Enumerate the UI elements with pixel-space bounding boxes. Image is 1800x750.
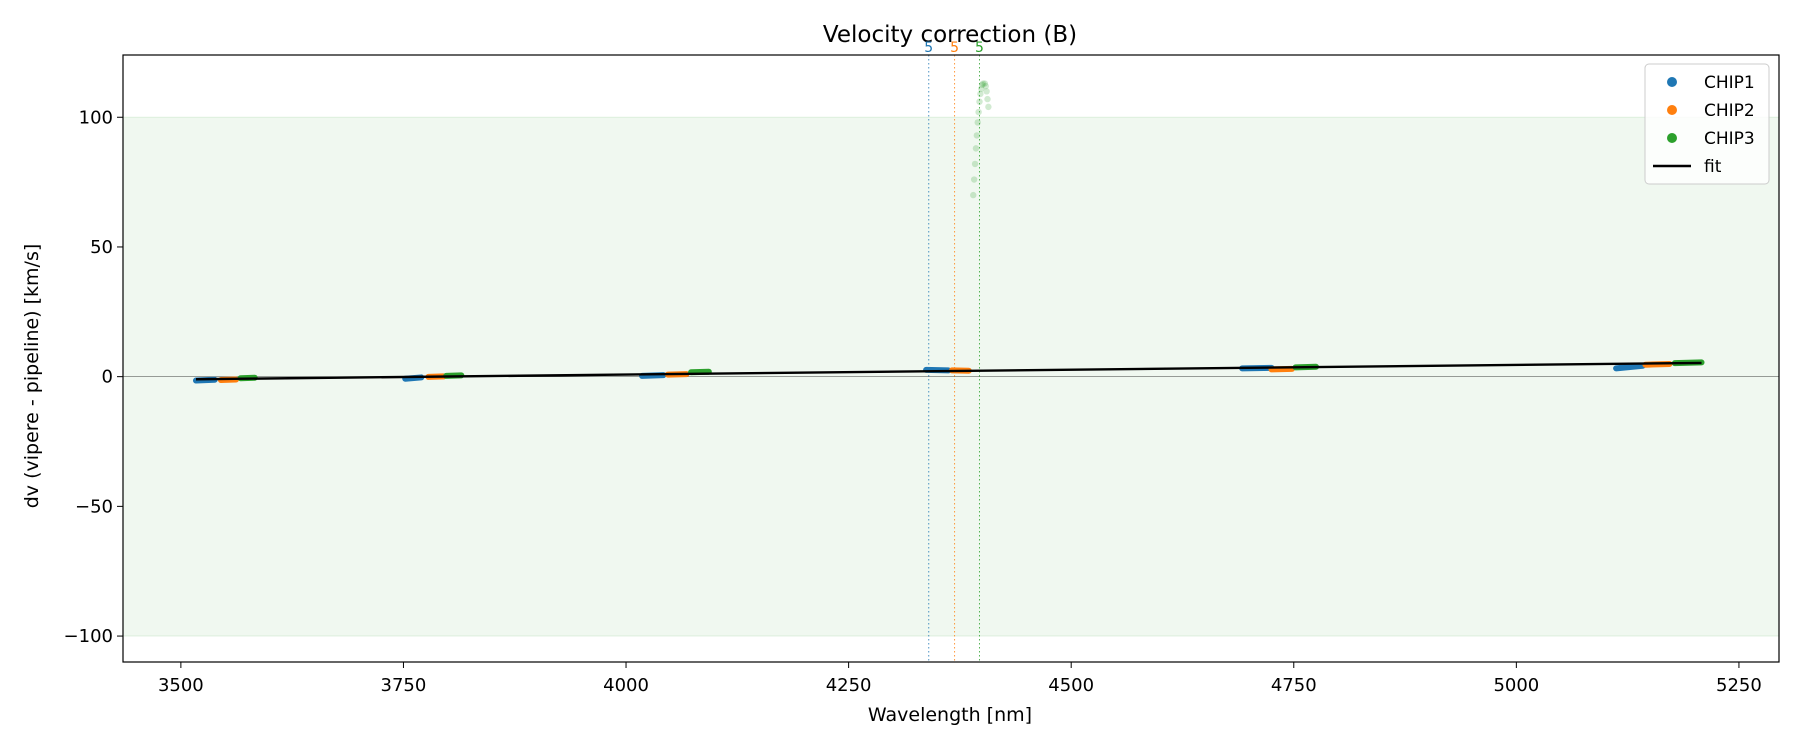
outlier-point-14 <box>982 82 989 90</box>
legend-label-chip2: CHIP2 <box>1704 101 1755 121</box>
x-tick-label-5000: 5000 <box>1493 675 1539 696</box>
outlier-point-10 <box>978 85 985 92</box>
legend-marker-chip3 <box>1667 133 1677 143</box>
fit-line <box>195 361 1702 381</box>
legend-label-fit: fit <box>1704 157 1722 177</box>
legend-marker-chip2 <box>1667 105 1677 115</box>
vertical-marker-label-1: 5 <box>924 40 933 56</box>
outlier-point-13 <box>981 80 989 87</box>
y-tick-label-0: 0 <box>102 367 113 388</box>
vertical-marker-label-2: 5 <box>950 40 959 56</box>
legend-box <box>1644 63 1770 185</box>
x-tick-label-3750: 3750 <box>381 675 427 696</box>
outlier-point-4 <box>972 145 980 152</box>
y-tick-label--50: −50 <box>75 496 113 517</box>
x-tick-label-4000: 4000 <box>603 675 649 696</box>
x-axis-label: Wavelength [nm] <box>868 704 1032 726</box>
outlier-point-8 <box>976 98 983 105</box>
legend-marker-chip1 <box>1667 77 1677 87</box>
y-tick-label-50: 50 <box>90 237 113 258</box>
plot-frame <box>122 54 1780 663</box>
outlier-point-9 <box>977 90 984 98</box>
outlier-point-7 <box>975 108 982 116</box>
legend: CHIP1 CHIP2 CHIP3 fit <box>1644 63 1770 185</box>
y-tick-label--100: −100 <box>64 626 113 647</box>
legend-label-chip3: CHIP3 <box>1704 129 1755 149</box>
chip1-cluster-6 <box>1613 362 1646 372</box>
outlier-point-17 <box>985 103 992 111</box>
y-axis-label: dv (vipere - pipeline) [km/s] <box>21 244 43 509</box>
outlier-point-2 <box>970 176 978 183</box>
outlier-point-5 <box>973 132 981 139</box>
x-tick-label-4500: 4500 <box>1048 675 1094 696</box>
chip3-cluster-3 <box>688 368 712 376</box>
outlier-point-15 <box>983 88 990 95</box>
x-tick-label-4250: 4250 <box>826 675 872 696</box>
x-tick-label-4750: 4750 <box>1271 675 1317 696</box>
chip2-cluster-5 <box>1268 365 1295 373</box>
x-tick-label-5250: 5250 <box>1716 675 1762 696</box>
vertical-marker-label-3: 5 <box>975 40 984 56</box>
chart-title: Velocity correction (B) <box>823 22 1077 48</box>
outlier-point-16 <box>984 95 991 103</box>
outlier-point-1 <box>970 191 977 199</box>
outlier-point-6 <box>974 119 981 126</box>
outlier-point-12 <box>979 80 987 87</box>
legend-label-chip1: CHIP1 <box>1704 73 1755 93</box>
outlier-point-3 <box>971 160 979 168</box>
outlier-point-11 <box>978 81 986 89</box>
y-tick-label-100: 100 <box>79 107 113 128</box>
x-tick-label-3500: 3500 <box>158 675 204 696</box>
